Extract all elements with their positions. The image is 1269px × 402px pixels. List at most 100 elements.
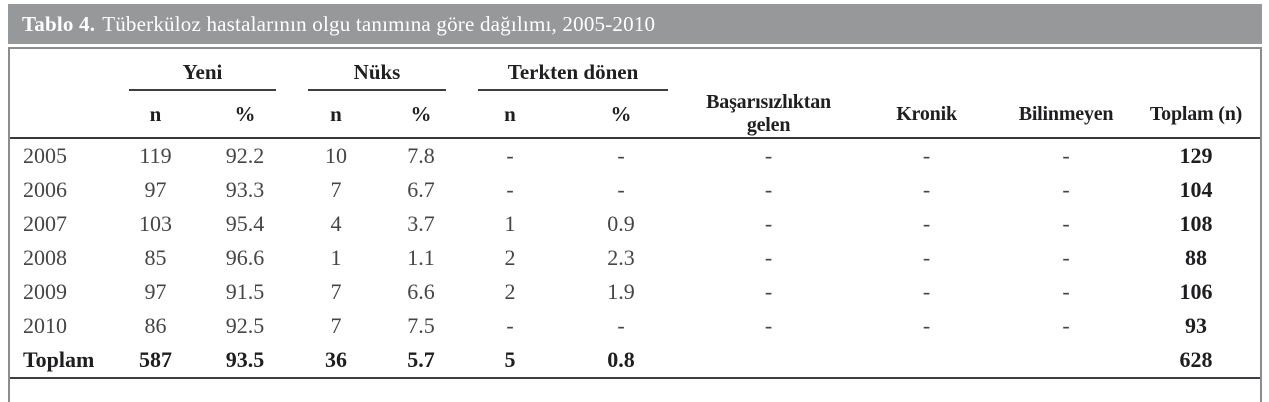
table-cell: - (1062, 177, 1070, 202)
empty-corner-cell (10, 49, 113, 91)
table-cell: 95.4 (225, 211, 265, 236)
table-cell: - (922, 143, 931, 168)
table-cell: - (764, 177, 773, 202)
table-cell: - (922, 313, 931, 338)
table-cell: 108 (1179, 211, 1213, 236)
table-row: 2005 119 92.2 10 7.8 - - - - - 129 (10, 138, 1260, 173)
col-header-yeni-pct: % (198, 91, 292, 139)
table-cell: 119 (139, 143, 172, 168)
row-label: Toplam (10, 343, 113, 379)
table-cell: 1.1 (407, 245, 435, 270)
table-cell: 93.3 (225, 177, 265, 202)
table-cell: - (617, 143, 625, 168)
row-label: 2010 (23, 313, 67, 338)
table-figure: Tablo 4. Tüberküloz hastalarının olgu ta… (8, 4, 1262, 402)
table-cell: - (1062, 279, 1070, 304)
table-cell: 86 (144, 313, 167, 338)
table-cell: 7.8 (407, 143, 435, 168)
table-cell: 5 (462, 343, 559, 379)
table-cell: 4 (330, 211, 342, 236)
table-cell: 104 (1179, 177, 1213, 202)
col-header-toplam-n: Toplam (n) (1132, 91, 1260, 139)
subheader-row: n % n % n % Başarısızlıktan gelen Kronik… (10, 91, 1260, 139)
table-row: 2009 97 91.5 7 6.6 2 1.9 - - - 106 (10, 275, 1260, 309)
table-footer-space (10, 379, 1260, 402)
table-cell: - (617, 313, 625, 338)
row-label: 2007 (23, 211, 67, 236)
table-cell: - (922, 211, 931, 236)
table-caption: Tüberküloz hastalarının olgu tanımına gö… (102, 11, 656, 36)
table-cell: - (764, 279, 773, 304)
table-cell: 2 (504, 245, 516, 270)
table-cell: - (922, 177, 931, 202)
row-label: 2006 (23, 177, 67, 202)
table-body: 2005 119 92.2 10 7.8 - - - - - 129 2006 97 93.3 7 6.7 - -… (10, 138, 1260, 379)
row-label: 2005 (23, 143, 67, 168)
table-cell: 5.7 (380, 343, 463, 379)
table-cell: - (764, 143, 773, 168)
table-cell: - (1062, 313, 1070, 338)
table-number-label: Tablo 4. (22, 11, 96, 36)
table-cell: 0.9 (607, 211, 635, 236)
table-cell: 7 (330, 177, 342, 202)
table-cell (1000, 343, 1133, 379)
table-cell: 92.2 (225, 143, 265, 168)
table-cell: - (922, 245, 931, 270)
column-group-label: Terkten dönen (478, 60, 669, 91)
table-cell: 88 (1185, 245, 1208, 270)
table-cell: 129 (1179, 143, 1213, 168)
col-header-yeni-n: n (113, 91, 198, 139)
table-cell: 1 (330, 245, 342, 270)
table-cell: 1 (504, 211, 516, 236)
column-group-nuks: Nüks (292, 49, 462, 91)
col-header-basarisizliktan-gelen: Başarısızlıktan gelen (684, 91, 854, 139)
table-cell: - (1062, 143, 1070, 168)
table-cell: 103 (139, 211, 172, 236)
table-row: 2008 85 96.6 1 1.1 2 2.3 - - - 88 (10, 241, 1260, 275)
row-label: 2009 (23, 279, 67, 304)
col-header-kronik: Kronik (853, 91, 1001, 139)
empty-subheader-cell (10, 91, 113, 139)
table-cell: 6.7 (407, 177, 435, 202)
table-cell: 0.8 (558, 343, 685, 379)
table-cell: - (922, 279, 931, 304)
table-cell (684, 343, 854, 379)
table-cell (853, 343, 1001, 379)
table-cell: 10 (325, 143, 347, 168)
data-table: Yeni Nüks Terkten dönen n % n % (10, 49, 1260, 379)
empty-header-cell (684, 49, 1260, 91)
table-cell: 91.5 (225, 279, 265, 304)
col-header-bilinmeyen: Bilinmeyen (1000, 91, 1133, 139)
table-cell: 85 (144, 245, 167, 270)
table-cell: - (506, 143, 514, 168)
table-cell: 93.5 (198, 343, 292, 379)
table-container: Yeni Nüks Terkten dönen n % n % (8, 47, 1262, 402)
table-cell: 628 (1132, 343, 1260, 379)
table-cell: 587 (113, 343, 198, 379)
table-cell: - (764, 245, 773, 270)
table-cell: 2 (504, 279, 516, 304)
table-cell: - (1062, 245, 1070, 270)
table-row: 2007 103 95.4 4 3.7 1 0.9 - - - 108 (10, 207, 1260, 241)
table-cell: 93 (1185, 313, 1208, 338)
table-title-bar: Tablo 4. Tüberküloz hastalarının olgu ta… (8, 4, 1262, 44)
column-group-label: Nüks (308, 60, 447, 91)
table-cell: - (1062, 211, 1070, 236)
column-group-label: Yeni (129, 60, 276, 91)
table-cell: - (764, 313, 773, 338)
column-group-yeni: Yeni (113, 49, 292, 91)
table-cell: - (617, 177, 625, 202)
table-cell: 7 (330, 279, 342, 304)
col-header-terkten-pct: % (558, 91, 685, 139)
table-cell: 36 (292, 343, 380, 379)
table-row: 2010 86 92.5 7 7.5 - - - - - 93 (10, 309, 1260, 343)
table-cell: 97 (144, 177, 167, 202)
table-row: 2006 97 93.3 7 6.7 - - - - - 104 (10, 173, 1260, 207)
group-header-row: Yeni Nüks Terkten dönen (10, 49, 1260, 91)
table-cell: 7.5 (407, 313, 435, 338)
col-header-nuks-pct: % (380, 91, 463, 139)
table-cell: - (764, 211, 773, 236)
table-cell: 1.9 (607, 279, 635, 304)
table-cell: 6.6 (407, 279, 435, 304)
col-header-nuks-n: n (292, 91, 380, 139)
